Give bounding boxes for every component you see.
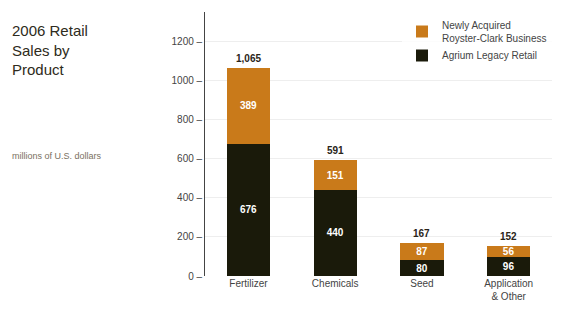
svg-text:600 –: 600 – — [177, 153, 202, 164]
svg-text:151: 151 — [327, 170, 344, 181]
svg-text:1000 –: 1000 – — [172, 75, 203, 86]
svg-text:200 –: 200 – — [177, 231, 202, 242]
svg-text:591: 591 — [327, 145, 344, 156]
svg-text:Application& Other: Application& Other — [484, 278, 533, 302]
svg-text:Chemicals: Chemicals — [312, 278, 359, 289]
svg-text:87: 87 — [416, 246, 428, 257]
svg-text:1200 –: 1200 – — [172, 36, 203, 47]
svg-text:Seed: Seed — [410, 278, 433, 289]
svg-text:400 –: 400 – — [177, 192, 202, 203]
svg-text:800 –: 800 – — [177, 114, 202, 125]
svg-text:Newly AcquiredRoyster-Clark Bu: Newly AcquiredRoyster-Clark Business — [442, 20, 546, 44]
svg-text:440: 440 — [327, 227, 344, 238]
svg-text:152: 152 — [500, 231, 517, 242]
svg-text:millions of U.S. dollars: millions of U.S. dollars — [12, 151, 102, 161]
svg-text:389: 389 — [240, 100, 257, 111]
svg-text:1,065: 1,065 — [236, 53, 261, 64]
svg-text:Agrium Legacy Retail: Agrium Legacy Retail — [442, 50, 537, 61]
svg-text:96: 96 — [503, 261, 515, 272]
svg-text:80: 80 — [416, 263, 428, 274]
svg-text:167: 167 — [413, 228, 430, 239]
svg-text:56: 56 — [503, 246, 515, 257]
svg-text:0 –: 0 – — [188, 271, 202, 282]
svg-text:676: 676 — [240, 204, 257, 215]
svg-text:2006 RetailSales byProduct: 2006 RetailSales byProduct — [12, 22, 88, 78]
svg-text:Fertilizer: Fertilizer — [229, 278, 268, 289]
